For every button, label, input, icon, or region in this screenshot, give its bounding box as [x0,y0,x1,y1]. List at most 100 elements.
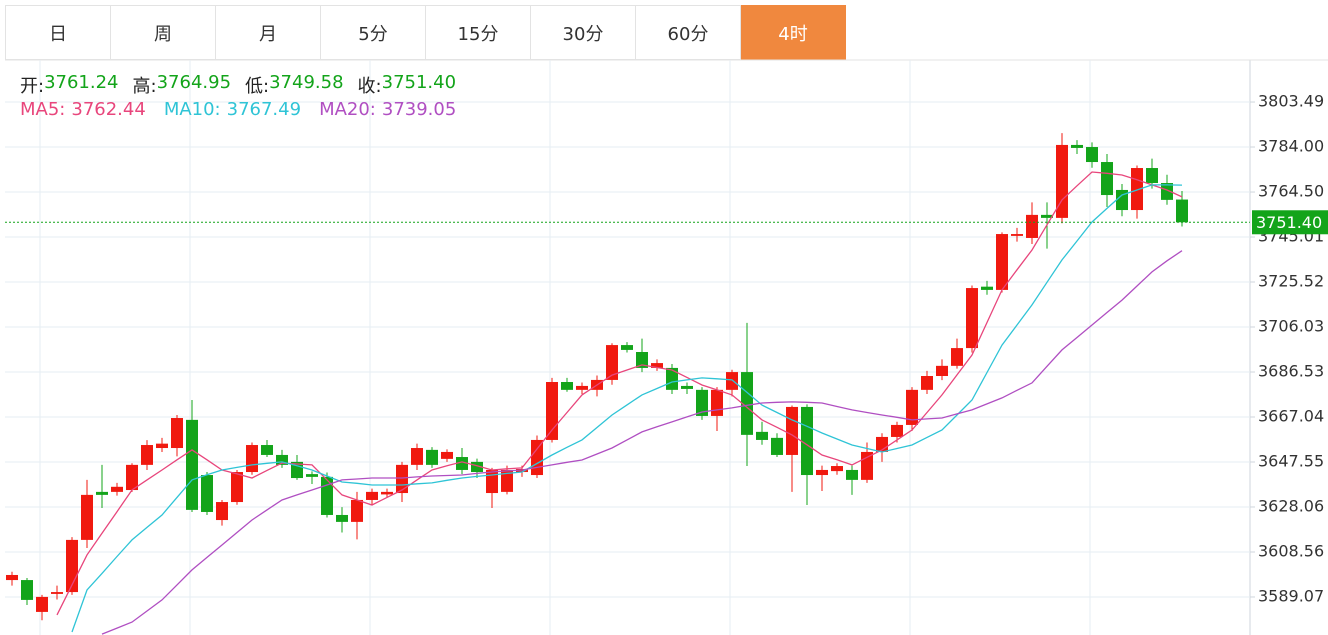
candle-body [996,234,1008,290]
candle-body [681,385,693,389]
ohlc-info: 开: 3761.24 高: 3764.95 低: 3749.58 收: 3751.40 [20,72,456,98]
candle-body [846,469,858,480]
legend-value: 3739.05 [381,99,457,120]
y-tick-label: 3608.56 [1258,541,1324,560]
candle-body [771,437,783,455]
candle-body [756,431,768,440]
candle-body [321,476,333,515]
info-label: 高: [132,76,157,97]
candle-body [351,499,363,522]
candle-body [966,288,978,349]
candle-body [1026,214,1038,238]
candle-body [261,445,273,455]
legend-name: MA10: [163,99,221,120]
candle-body [141,445,153,465]
info-item: 高: 3764.95 [133,72,232,98]
candle-body [1116,189,1128,211]
candle-body [651,363,663,368]
candle-body [216,502,228,521]
candle-body [381,491,393,495]
info-label: 收: [357,76,382,97]
legend-name: MA5: [20,99,66,120]
candle-body [621,345,633,350]
ma-line [56,171,1183,616]
candle-body [561,382,573,390]
y-tick-label: 3784.00 [1258,137,1324,156]
candle-body [36,596,48,612]
candle-body [1101,162,1113,196]
candle-body [156,443,168,449]
y-tick-label: 3764.50 [1258,182,1324,201]
candle-body [906,389,918,425]
candle-body [531,439,543,476]
info-item: 低: 3749.58 [245,72,344,98]
info-value: 3761.24 [44,72,119,93]
candle-body [441,451,453,459]
candle-body [111,486,123,492]
ma-info: MA5: 3762.44 MA10: 3767.49 MA20: 3739.05 [20,99,460,120]
ma-line [71,184,1183,633]
y-tick-label: 3686.53 [1258,362,1324,381]
candle-body [276,454,288,465]
legend-value: 3762.44 [71,99,146,120]
info-value: 3751.40 [381,72,457,93]
candle-body [126,464,138,491]
candle-body [981,286,993,290]
legend-value: 3767.49 [226,99,302,120]
candle-body [336,514,348,522]
candle-body [426,449,438,465]
candle-body [1176,199,1188,223]
candle-body [666,367,678,390]
candle-body [291,461,303,479]
candle-body [606,345,618,380]
candle-body [366,491,378,500]
candle-body [96,491,108,495]
candle-body [861,451,873,480]
candle-body [81,494,93,540]
y-tick-label: 3667.04 [1258,407,1324,426]
candle-body [201,475,213,512]
legend-item: MA5: 3762.44 [20,99,146,120]
legend-name: MA20: [319,99,376,120]
candle-body [696,389,708,416]
candle-body [921,376,933,390]
candle-body [891,424,903,437]
y-tick-label: 3628.06 [1258,496,1324,515]
y-tick-label: 3725.52 [1258,272,1324,291]
candle-body [306,474,318,477]
candle-body [486,469,498,494]
candle-body [501,469,513,492]
candle-body [1146,168,1158,184]
candle-body [936,365,948,377]
info-item: 收: 3751.40 [358,72,457,98]
candle-body [711,389,723,416]
candle-body [816,469,828,476]
candle-body [411,448,423,465]
y-tick-label: 3589.07 [1258,586,1324,605]
candle-body [456,457,468,470]
candle-body [171,418,183,449]
ma-line [101,250,1183,635]
candle-body [546,382,558,440]
candle-body [951,348,963,366]
info-label: 低: [245,76,270,97]
candle-body [831,466,843,472]
last-price-box [1252,210,1328,235]
info-value: 3764.95 [156,72,232,93]
candle-body [246,445,258,473]
candle-body [1041,214,1053,218]
last-price-label: 3751.40 [1256,213,1322,232]
candle-body [801,406,813,476]
y-tick-label: 3803.49 [1258,92,1324,111]
legend-item: MA10: 3767.49 [164,99,301,120]
candle-body [636,352,648,368]
info-item: 开: 3761.24 [20,72,119,98]
candle-body [51,592,63,594]
candle-body [576,385,588,390]
candle-body [726,372,738,390]
y-tick-label: 3647.55 [1258,451,1324,470]
candle-body [396,464,408,494]
candle-body [1071,144,1083,148]
candle-body [1056,144,1068,218]
